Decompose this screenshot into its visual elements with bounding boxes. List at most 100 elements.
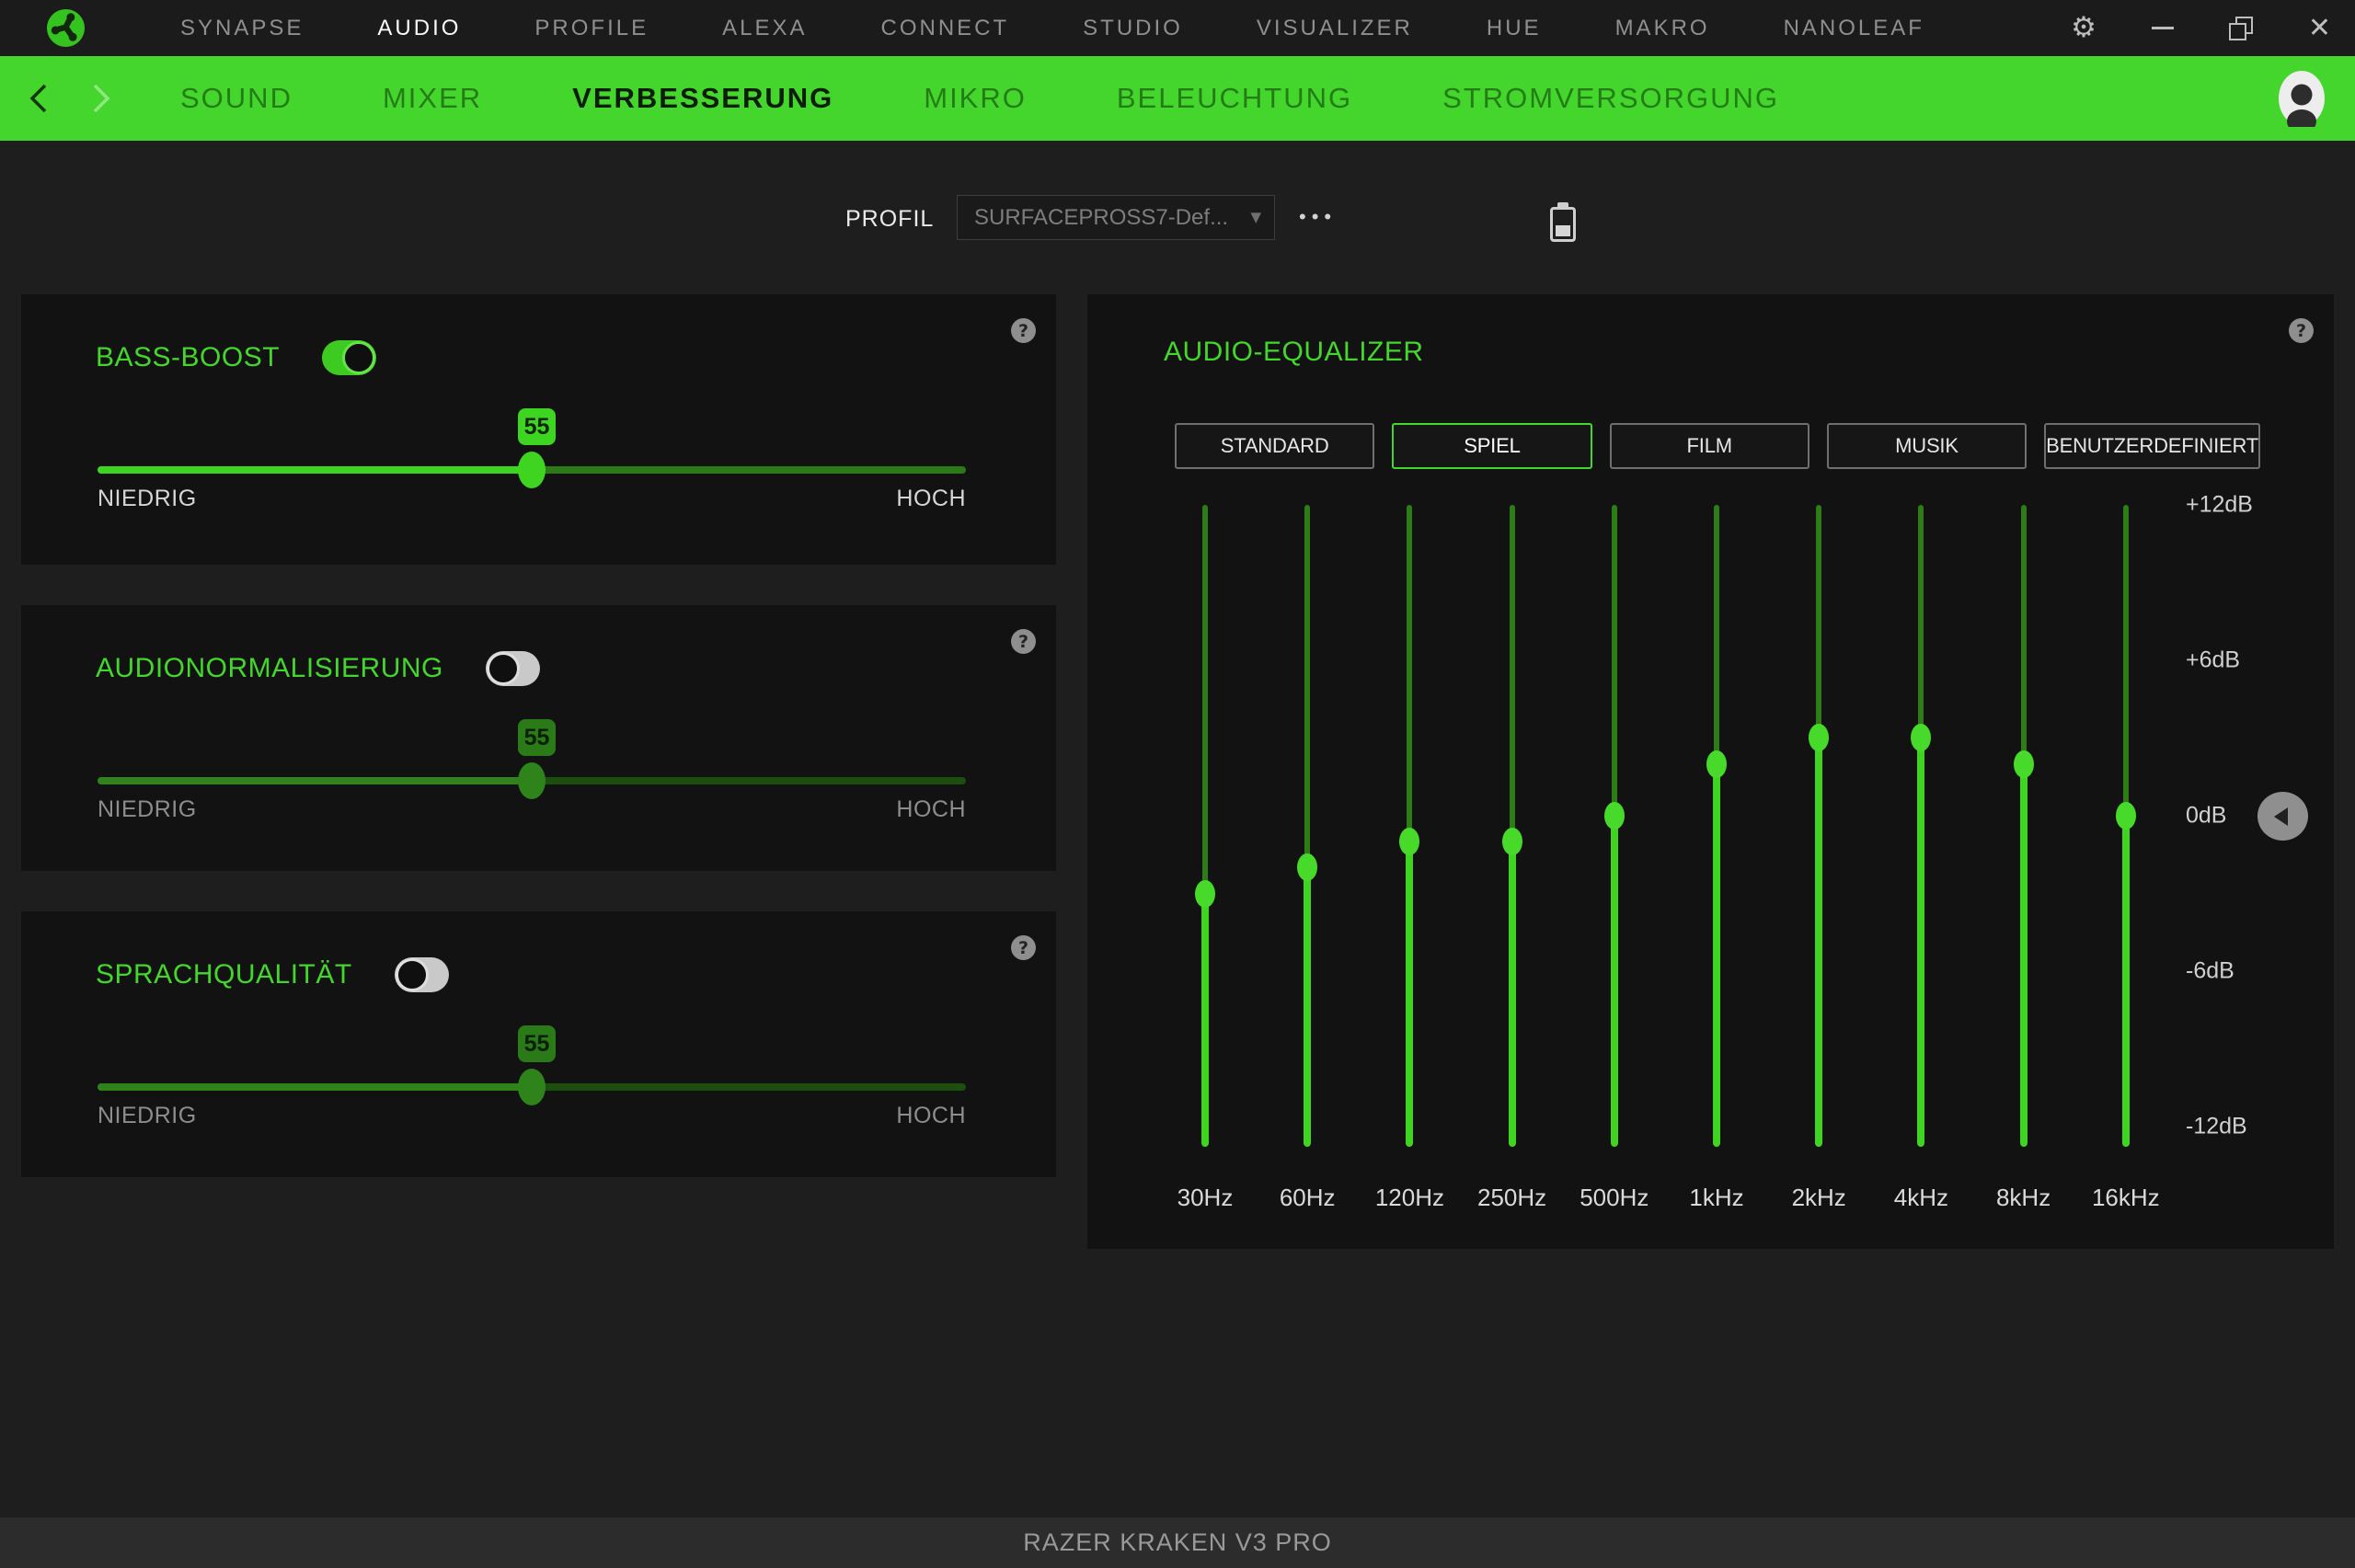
voice-clarity-toggle[interactable] — [394, 957, 449, 992]
profile-dropdown-value: SURFACEPROSS7-Def... — [974, 205, 1229, 230]
menu-item-hue[interactable]: HUE — [1486, 15, 1542, 40]
eq-band-4khz: 4kHz — [1884, 505, 1958, 1222]
eq-band-fill — [2121, 816, 2130, 1147]
tab-beleuchtung[interactable]: BELEUCHTUNG — [1116, 82, 1353, 114]
chevron-down-icon: ▼ — [1250, 209, 1261, 225]
eq-band-fill — [1815, 738, 1823, 1147]
back-arrow-icon[interactable] — [28, 83, 50, 114]
eq-band-fill — [1610, 816, 1618, 1147]
eq-band-track[interactable] — [1509, 505, 1515, 1147]
user-avatar[interactable] — [2278, 70, 2326, 133]
menu-item-connect[interactable]: CONNECT — [880, 15, 1010, 40]
eq-band-knob[interactable] — [2115, 802, 2136, 830]
device-name: RAZER KRAKEN V3 PRO — [1023, 1528, 1332, 1556]
eq-band-knob[interactable] — [1603, 802, 1625, 830]
eq-band-fill — [1304, 867, 1312, 1147]
bass-boost-value-badge: 55 — [518, 408, 556, 445]
menu-item-audio[interactable]: AUDIO — [377, 15, 462, 40]
left-triangle-icon — [2274, 807, 2288, 826]
voice-clarity-slider[interactable] — [98, 1069, 966, 1105]
menu-item-studio[interactable]: STUDIO — [1083, 15, 1183, 40]
menu-item-nanoleaf[interactable]: NANOLEAF — [1783, 15, 1924, 40]
menu-item-makro[interactable]: MAKRO — [1614, 15, 1710, 40]
preset-film[interactable]: FILM — [1609, 423, 1809, 469]
menu-item-synapse[interactable]: SYNAPSE — [180, 15, 304, 40]
menu-item-visualizer[interactable]: VISUALIZER — [1256, 15, 1413, 40]
tab-sound[interactable]: SOUND — [180, 82, 293, 114]
bass-boost-slider[interactable] — [98, 452, 966, 488]
menu-item-alexa[interactable]: ALEXA — [722, 15, 808, 40]
eq-band-16khz: 16kHz — [2089, 505, 2163, 1222]
tab-verbesserung[interactable]: VERBESSERUNG — [572, 82, 834, 114]
help-icon[interactable]: ? — [1011, 935, 1036, 960]
eq-band-frequency-label: 1kHz — [1689, 1184, 1744, 1211]
tab-mikro[interactable]: MIKRO — [924, 82, 1027, 114]
audio-normalization-panel: AUDIONORMALISIERUNG ? 55 NIEDRIG HOCH — [21, 605, 1056, 871]
help-icon[interactable]: ? — [1011, 318, 1036, 343]
slider-max-label: HOCH — [896, 1103, 966, 1128]
tab-mixer[interactable]: MIXER — [382, 82, 483, 114]
eq-band-track[interactable] — [1202, 505, 1208, 1147]
bass-boost-slider-knob[interactable] — [518, 452, 546, 488]
bass-boost-toggle[interactable] — [322, 340, 377, 375]
preset-spiel[interactable]: SPIEL — [1392, 423, 1592, 469]
bass-boost-panel: BASS-BOOST ? 55 NIEDRIG HOCH — [21, 294, 1056, 565]
battery-status-icon — [1550, 202, 1576, 242]
preset-standard[interactable]: STANDARD — [1175, 423, 1375, 469]
eq-band-knob[interactable] — [1501, 828, 1522, 856]
help-icon[interactable]: ? — [1011, 629, 1036, 654]
subnav-bar: SOUND MIXER VERBESSERUNG MIKRO BELEUCHTUNG ST… — [0, 56, 2355, 141]
eq-band-frequency-label: 500Hz — [1580, 1184, 1649, 1211]
profile-options-icon[interactable]: ••• — [1299, 205, 1338, 228]
eq-band-knob[interactable] — [1297, 853, 1318, 882]
eq-band-30hz: 30Hz — [1168, 505, 1242, 1222]
eq-band-knob[interactable] — [1809, 724, 1830, 752]
footer-bar: RAZER KRAKEN V3 PRO — [0, 1517, 2355, 1568]
eq-reset-button[interactable] — [2257, 792, 2308, 841]
slider-min-label: NIEDRIG — [98, 1103, 197, 1128]
preset-benutzerdefiniert[interactable]: BENUTZERDEFINIERT — [2044, 423, 2261, 469]
eq-band-knob[interactable] — [2013, 750, 2034, 778]
voice-clarity-slider-knob[interactable] — [518, 1069, 546, 1105]
preset-musik[interactable]: MUSIK — [1826, 423, 2028, 469]
eq-band-track[interactable] — [1407, 505, 1413, 1147]
minimize-icon[interactable] — [2151, 27, 2174, 29]
eq-band-knob[interactable] — [1706, 750, 1727, 778]
window-controls: ⚙ ✕ — [2071, 0, 2331, 56]
audio-normalization-value-badge: 55 — [518, 719, 556, 756]
eq-band-frequency-label: 60Hz — [1279, 1184, 1336, 1211]
eq-band-knob[interactable] — [1399, 828, 1420, 856]
profile-dropdown[interactable]: SURFACEPROSS7-Def... ▼ — [957, 195, 1275, 240]
slider-max-label: HOCH — [896, 796, 966, 822]
eq-band-track[interactable] — [1304, 505, 1311, 1147]
eq-band-frequency-label: 120Hz — [1374, 1184, 1444, 1211]
audio-normalization-title: AUDIONORMALISIERUNG — [96, 653, 443, 683]
audio-normalization-toggle[interactable] — [485, 651, 540, 686]
tab-stromversorgung[interactable]: STROMVERSORGUNG — [1442, 82, 1779, 114]
eq-band-500hz: 500Hz — [1578, 505, 1651, 1222]
close-icon[interactable]: ✕ — [2307, 11, 2331, 44]
eq-band-knob[interactable] — [1911, 724, 1932, 752]
eq-band-fill — [1917, 738, 1925, 1147]
equalizer-presets: STANDARD SPIEL FILM MUSIK BENUTZERDEFINIERT — [1175, 423, 2261, 469]
audio-normalization-slider[interactable] — [98, 762, 966, 799]
equalizer-title: AUDIO-EQUALIZER — [1164, 337, 1424, 367]
subnav-tabs: SOUND MIXER VERBESSERUNG MIKRO BELEUCHTUNG ST… — [180, 56, 1779, 141]
slider-min-label: NIEDRIG — [98, 796, 197, 822]
menu-item-profile[interactable]: PROFILE — [534, 15, 649, 40]
help-icon[interactable]: ? — [2289, 318, 2314, 343]
audio-normalization-slider-knob[interactable] — [518, 762, 546, 799]
eq-band-fill — [1201, 893, 1209, 1147]
eq-band-fill — [2019, 763, 2028, 1147]
eq-band-250hz: 250Hz — [1476, 505, 1549, 1222]
forward-arrow-icon[interactable] — [90, 83, 112, 114]
voice-clarity-panel: SPRACHQUALITÄT ? 55 NIEDRIG HOCH — [21, 911, 1056, 1177]
settings-gear-icon[interactable]: ⚙ — [2071, 11, 2097, 44]
eq-band-fill — [1713, 763, 1720, 1147]
eq-band-frequency-label: 30Hz — [1177, 1184, 1234, 1211]
db-label-0db: 0dB — [2186, 802, 2227, 829]
restore-window-icon[interactable] — [2228, 16, 2253, 40]
eq-band-knob[interactable] — [1195, 879, 1215, 908]
eq-band-frequency-label: 250Hz — [1477, 1184, 1547, 1211]
eq-band-frequency-label: 8kHz — [1995, 1184, 2051, 1211]
